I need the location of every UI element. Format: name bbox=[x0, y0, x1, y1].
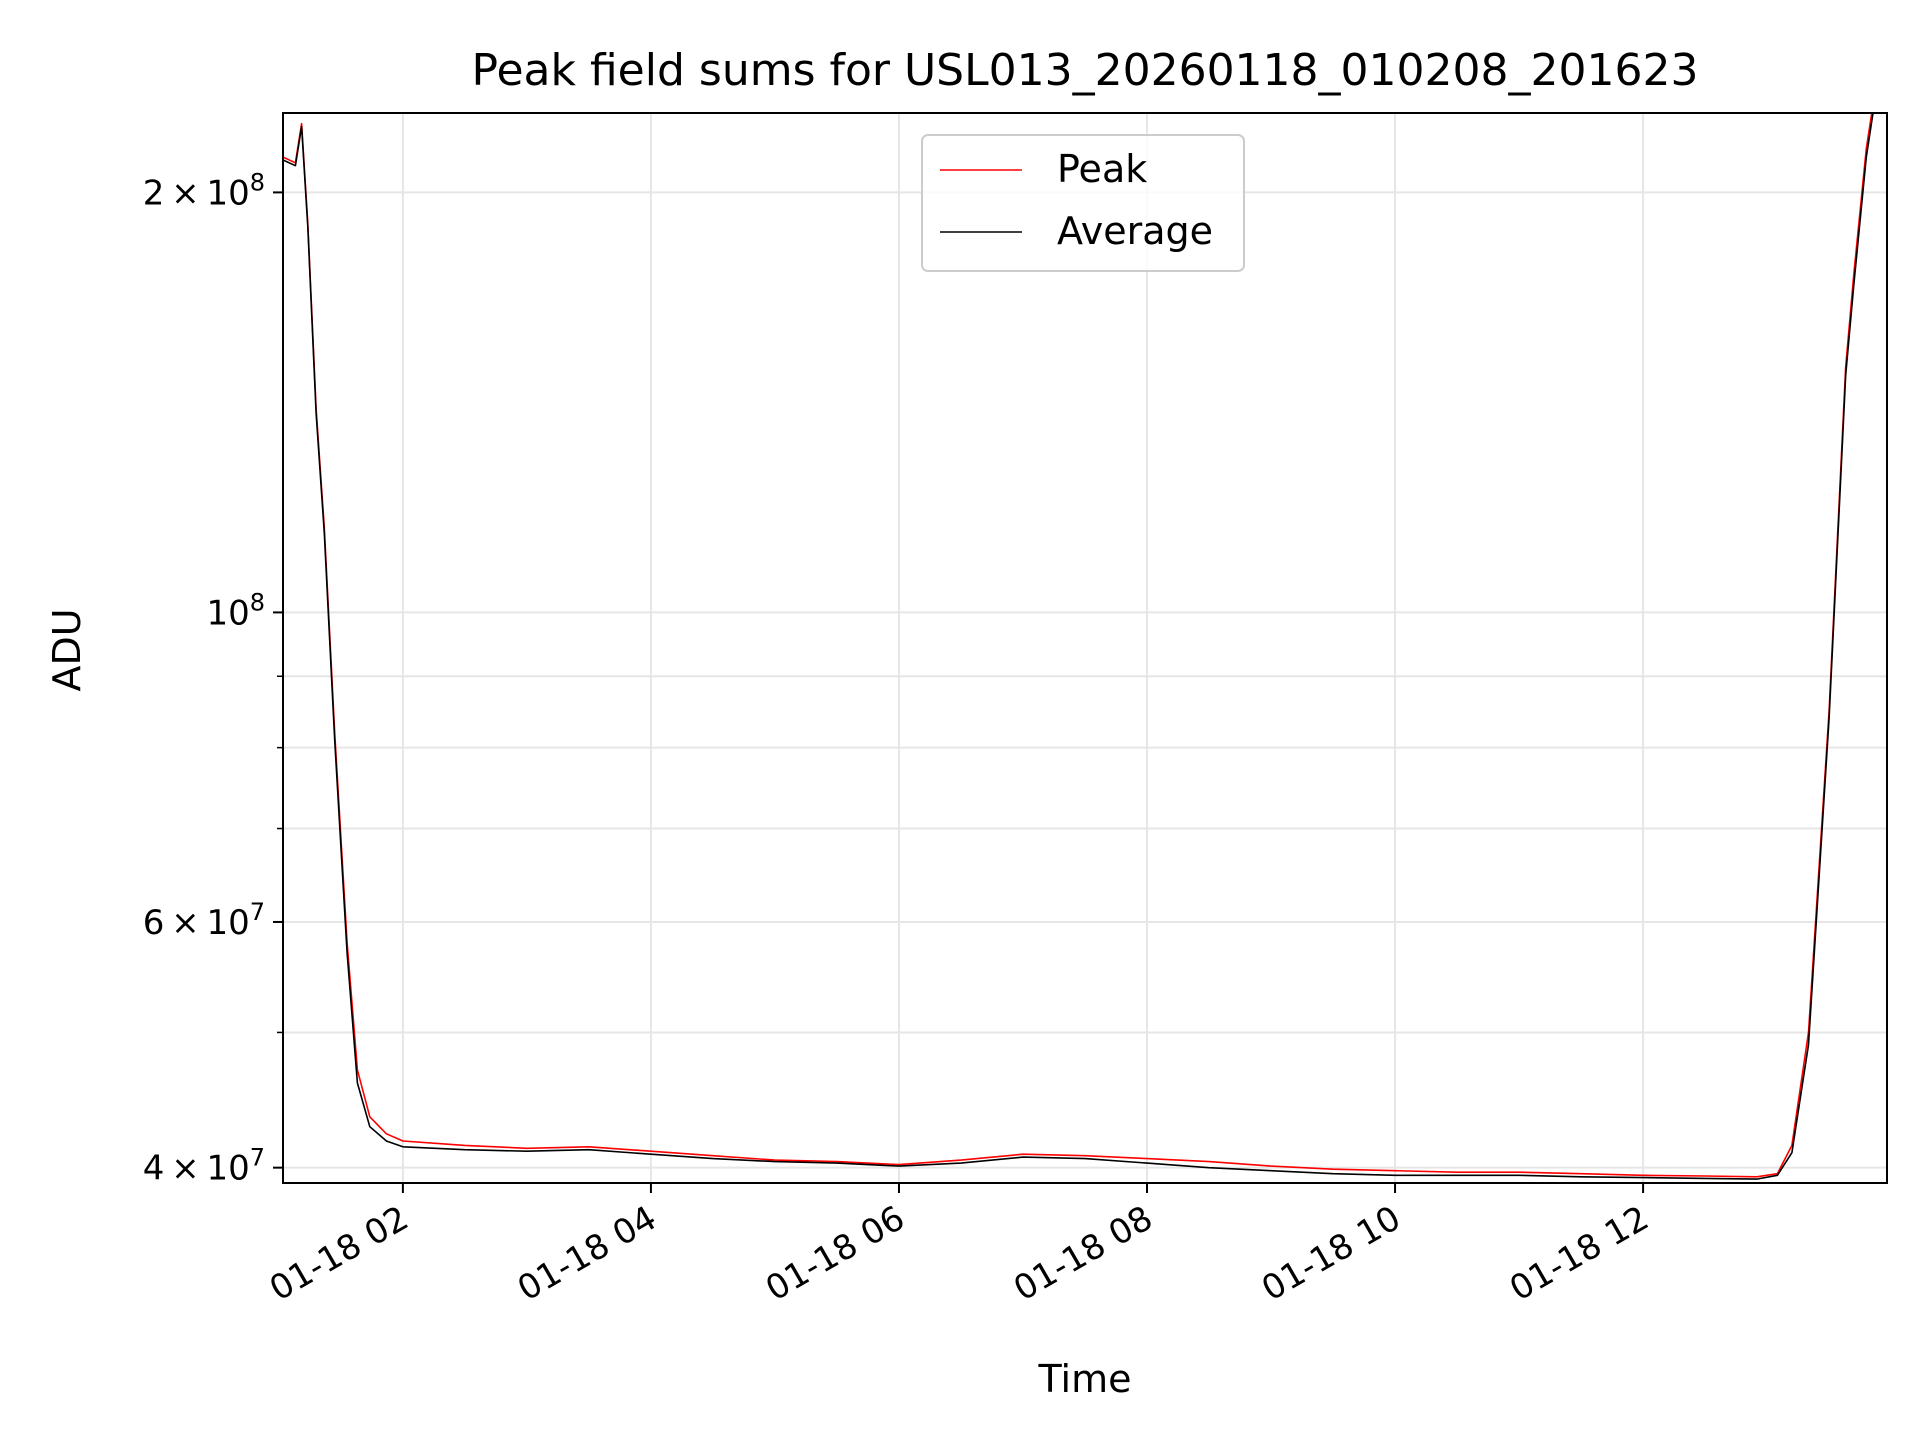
y-axis-label: ADU bbox=[45, 608, 89, 691]
grid-lines bbox=[283, 113, 1887, 1183]
plot-frame bbox=[282, 112, 1888, 1184]
chart-title: Peak field sums for USL013_20260118_0102… bbox=[472, 45, 1699, 96]
y-tick-label: 4 × 107 bbox=[143, 1144, 265, 1189]
series-lines bbox=[283, 113, 1874, 1180]
series-line-average bbox=[283, 113, 1874, 1180]
x-axis-label: Time bbox=[1038, 1357, 1132, 1401]
legend-label-average: Average bbox=[1057, 209, 1213, 253]
legend: Peak Average bbox=[921, 134, 1245, 272]
legend-label-peak: Peak bbox=[1057, 147, 1147, 191]
y-tick-label: 6 × 107 bbox=[143, 898, 265, 943]
legend-box bbox=[921, 134, 1245, 272]
y-tick-label: 2 × 108 bbox=[143, 168, 265, 213]
